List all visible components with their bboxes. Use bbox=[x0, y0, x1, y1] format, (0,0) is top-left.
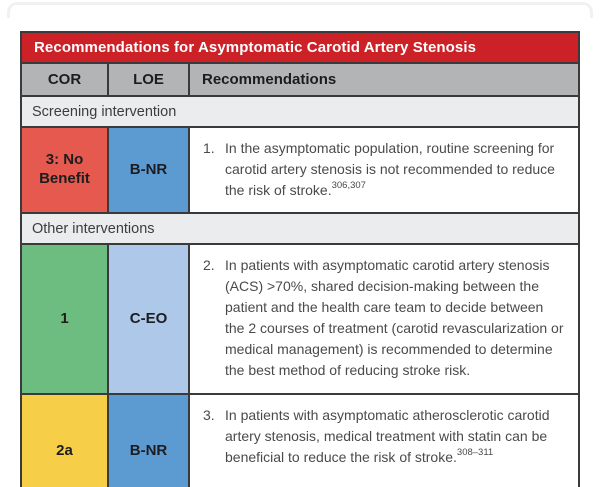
recommendation-text: In patients with asymptomatic atheroscle… bbox=[225, 407, 550, 465]
recommendation-number: 3. bbox=[203, 407, 215, 423]
table-row: 3: No Benefit B-NR 1. In the asymptomati… bbox=[22, 126, 578, 212]
recommendations-table: Recommendations for Asymptomatic Carotid… bbox=[20, 31, 580, 487]
table-title-bar: Recommendations for Asymptomatic Carotid… bbox=[22, 33, 578, 62]
loe-cell: C-EO bbox=[107, 245, 188, 393]
recommendation-cell: 1. In the asymptomatic population, routi… bbox=[188, 128, 578, 212]
recommendation-number: 1. bbox=[203, 140, 215, 156]
recommendation-cell: 3. In patients with asymptomatic atheros… bbox=[188, 395, 578, 487]
cor-cell: 3: No Benefit bbox=[22, 128, 107, 212]
table-header-row: COR LOE Recommendations bbox=[22, 62, 578, 95]
card-top-edge bbox=[7, 2, 593, 18]
section-header-screening: Screening intervention bbox=[22, 95, 578, 126]
cor-cell: 2a bbox=[22, 395, 107, 487]
recommendation-text: In the asymptomatic population, routine … bbox=[225, 140, 555, 198]
loe-cell: B-NR bbox=[107, 128, 188, 212]
column-header-recommendations: Recommendations bbox=[188, 64, 578, 95]
cor-cell: 1 bbox=[22, 245, 107, 393]
table-row: 2a B-NR 3. In patients with asymptomatic… bbox=[22, 393, 578, 487]
column-header-cor: COR bbox=[47, 71, 82, 88]
reference-superscript: 306,307 bbox=[331, 180, 366, 192]
recommendation-text: In patients with asymptomatic carotid ar… bbox=[225, 257, 564, 378]
reference-superscript: 308–311 bbox=[456, 447, 494, 459]
table-row: 1 C-EO 2. In patients with asymptomatic … bbox=[22, 243, 578, 393]
section-header-other: Other interventions bbox=[22, 212, 578, 243]
loe-cell: B-NR bbox=[107, 395, 188, 487]
recommendation-cell: 2. In patients with asymptomatic carotid… bbox=[188, 245, 578, 393]
section-label: Screening intervention bbox=[32, 103, 177, 120]
table-title: Recommendations for Asymptomatic Carotid… bbox=[34, 39, 477, 56]
recommendation-number: 2. bbox=[203, 257, 215, 273]
column-header-loe: LOE bbox=[107, 64, 188, 95]
section-label: Other interventions bbox=[32, 220, 155, 237]
